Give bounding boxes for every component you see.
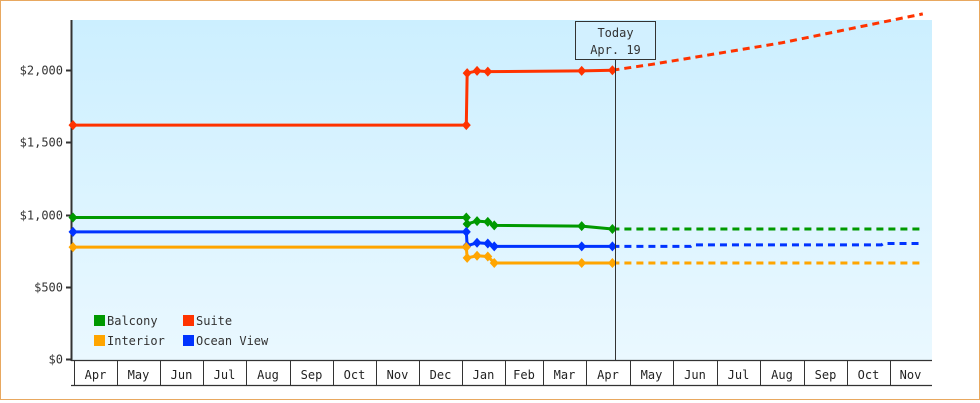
data-point-marker: [577, 241, 587, 252]
x-month-label: Feb: [513, 368, 535, 382]
x-month-label: May: [641, 368, 663, 382]
data-point-marker: [68, 242, 78, 253]
x-month-label: Nov: [387, 368, 409, 382]
data-point-marker: [461, 120, 471, 131]
y-axis: $0 $500 $1,000 $1,500 $2,000: [20, 20, 73, 367]
data-point-marker: [461, 212, 471, 223]
data-point-marker: [489, 241, 499, 252]
plot-background: [72, 20, 932, 360]
x-axis: Apr May Jun Jul Aug Sep Oct Nov Dec Jan Feb Mar Apr M…: [71, 359, 932, 387]
y-tick-label: $1,000: [20, 209, 63, 223]
y-tick-label: $2,000: [20, 64, 63, 78]
x-month-label: Nov: [900, 368, 922, 382]
legend-label: Interior: [107, 334, 165, 348]
legend-item-ocean-view: Ocean View: [183, 334, 269, 348]
data-point-marker: [472, 65, 482, 76]
data-point-marker: [462, 252, 472, 263]
x-month-label: Apr: [597, 368, 619, 382]
today-label-box: [575, 21, 656, 60]
series-balcony: [68, 212, 923, 235]
x-month-label: Jun: [684, 368, 706, 382]
legend-label: Suite: [196, 314, 232, 328]
x-month-label: Jul: [728, 368, 750, 382]
data-point-marker: [68, 226, 78, 237]
legend-swatch: [94, 335, 105, 346]
x-month-label: Apr: [85, 368, 107, 382]
legend-swatch: [183, 335, 194, 346]
x-month-label: Jul: [214, 368, 236, 382]
data-point-marker: [483, 216, 493, 227]
data-point-marker: [461, 226, 471, 237]
data-point-marker: [462, 218, 472, 229]
data-point-marker: [68, 120, 78, 131]
data-point-marker: [472, 250, 482, 261]
legend-swatch: [183, 315, 194, 326]
data-point-marker: [607, 224, 617, 235]
series-lines: [68, 12, 924, 268]
data-point-marker: [461, 242, 471, 253]
x-month-label: Oct: [858, 368, 880, 382]
data-point-marker: [483, 66, 493, 77]
y-tick-label: $500: [34, 281, 63, 295]
data-point-marker: [577, 221, 587, 232]
x-month-label: Sep: [815, 368, 837, 382]
data-point-marker: [68, 212, 78, 223]
legend-item-suite: Suite: [183, 314, 232, 328]
today-marker: Today Apr. 19: [575, 21, 656, 360]
legend-swatch: [94, 315, 105, 326]
data-point-marker: [489, 220, 499, 231]
y-tick-label: $0: [49, 353, 63, 367]
data-point-marker: [483, 238, 493, 249]
series-interior: [68, 242, 923, 268]
legend-label: Ocean View: [196, 334, 269, 348]
series-ocean-view: [68, 226, 923, 252]
forecast-line: [612, 241, 923, 248]
series-suite: [68, 12, 924, 131]
x-month-label: Sep: [301, 368, 323, 382]
x-month-label: Jan: [473, 368, 495, 382]
data-point-marker: [577, 65, 587, 76]
data-point-marker: [607, 241, 617, 252]
data-point-marker: [472, 237, 482, 248]
data-point-marker: [483, 251, 493, 262]
x-month-label: Aug: [771, 368, 793, 382]
x-month-label: Dec: [430, 368, 452, 382]
x-month-label: May: [128, 368, 150, 382]
data-point-marker: [607, 257, 617, 268]
x-month-label: Oct: [344, 368, 366, 382]
data-point-marker: [489, 257, 499, 268]
legend-item-balcony: Balcony: [94, 314, 158, 328]
data-point-marker: [607, 65, 617, 76]
data-point-marker: [462, 68, 472, 79]
data-point-marker: [472, 216, 482, 227]
x-month-label: Mar: [554, 368, 576, 382]
legend: Balcony Suite Interior Ocean View: [94, 314, 269, 348]
today-date-label: Apr. 19: [590, 43, 641, 57]
data-point-marker: [577, 257, 587, 268]
x-month-label: Aug: [257, 368, 279, 382]
legend-item-interior: Interior: [94, 334, 165, 348]
legend-label: Balcony: [107, 314, 158, 328]
today-label: Today: [597, 26, 633, 40]
x-month-label: Jun: [171, 368, 193, 382]
y-tick-label: $1,500: [20, 136, 63, 150]
forecast-line: [612, 12, 924, 72]
